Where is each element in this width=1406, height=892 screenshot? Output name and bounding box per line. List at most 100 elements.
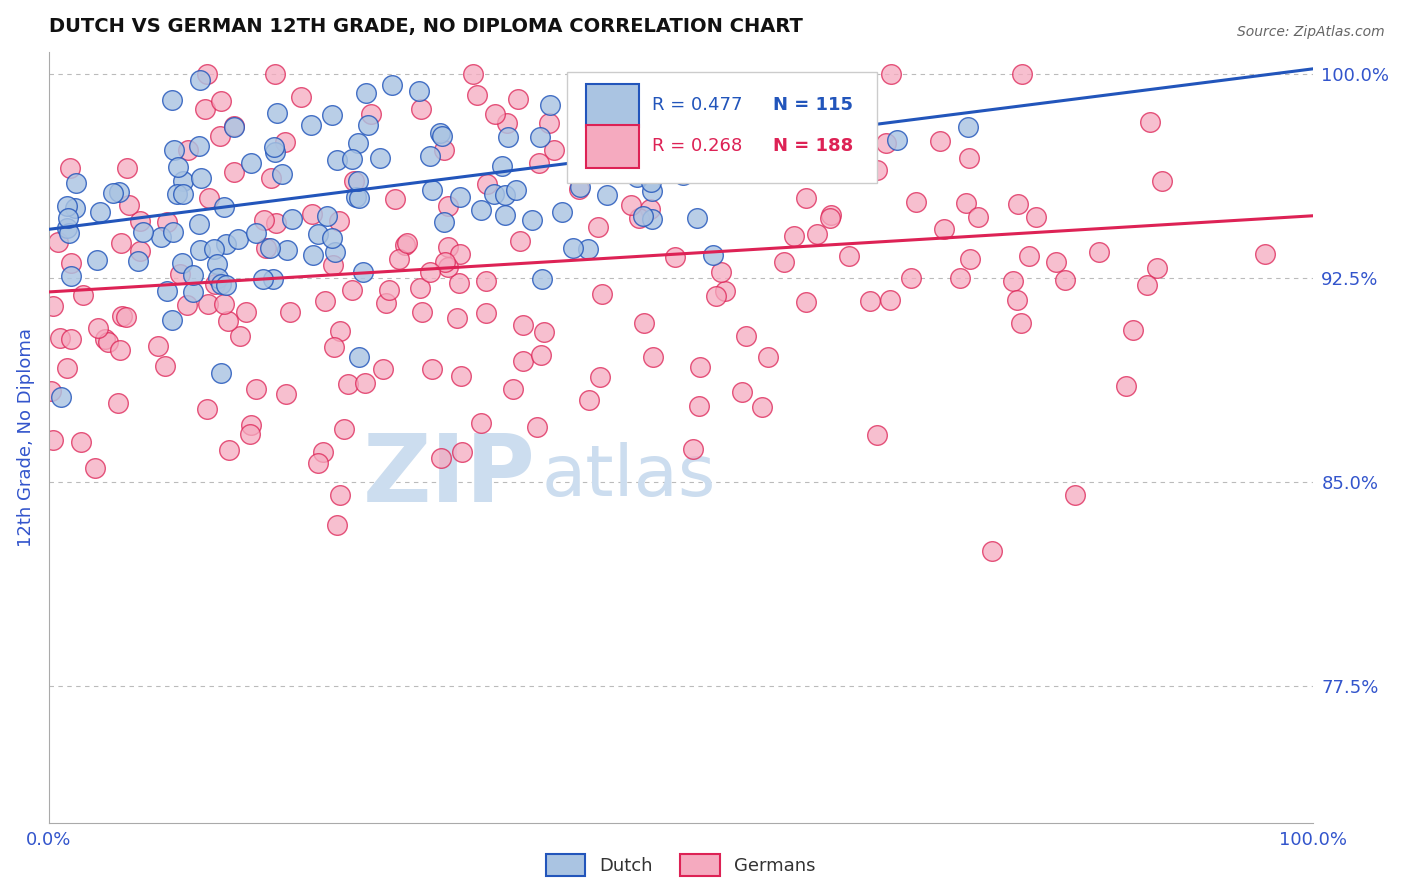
Point (626, 170, 648, 185)
Point (214, 200, 236, 214)
Point (436, 260, 458, 274)
Point (190, 243, 212, 257)
Point (875, 136, 897, 150)
Point (658, 95, 681, 110)
Point (756, 350, 779, 364)
Point (41, 299, 63, 313)
Point (160, 313, 183, 327)
Point (177, 143, 200, 157)
Point (491, 159, 513, 173)
Point (276, 387, 298, 401)
Point (1136, 277, 1159, 292)
Point (41, 433, 63, 447)
Point (537, 115, 560, 129)
Point (373, 362, 395, 376)
Point (981, 544, 1004, 558)
Point (60, 333, 83, 347)
Point (569, 95, 592, 110)
Point (146, 338, 169, 352)
Point (408, 84, 430, 98)
Point (474, 274, 496, 288)
Point (859, 293, 882, 308)
Point (1045, 254, 1067, 268)
Point (506, 92, 529, 106)
Point (530, 272, 553, 286)
Point (578, 242, 600, 256)
Point (176, 298, 198, 312)
Point (302, 248, 325, 262)
Point (685, 128, 707, 143)
Text: R = 0.477: R = 0.477 (652, 95, 742, 114)
Point (621, 133, 644, 147)
Point (700, 123, 723, 137)
Point (543, 143, 565, 157)
Point (702, 248, 724, 262)
Point (226, 232, 249, 246)
Point (529, 130, 551, 145)
Point (751, 400, 773, 414)
Point (512, 318, 534, 332)
Point (377, 283, 399, 297)
Point (356, 87, 378, 101)
Point (714, 285, 737, 299)
Point (470, 203, 492, 218)
Point (1054, 273, 1077, 287)
Point (129, 214, 152, 228)
Point (56, 220, 79, 235)
Point (162, 225, 184, 239)
Point (551, 205, 574, 219)
Point (46, 235, 69, 250)
Point (278, 305, 301, 319)
Point (505, 183, 527, 197)
Point (394, 237, 416, 252)
Point (266, 106, 288, 120)
Point (512, 353, 534, 368)
Point (55, 199, 77, 213)
Point (49, 331, 72, 345)
Point (301, 207, 323, 221)
Point (340, 284, 363, 298)
Point (326, 153, 349, 167)
Point (643, 350, 665, 364)
Point (49, 390, 72, 404)
Point (65, 202, 87, 216)
Point (1002, 274, 1025, 288)
Point (591, 286, 613, 301)
Point (640, 175, 662, 189)
Point (955, 196, 977, 211)
Point (395, 236, 418, 251)
Point (495, 209, 517, 223)
Point (666, 127, 689, 141)
Point (264, 216, 287, 230)
Point (370, 151, 392, 165)
Point (934, 222, 956, 236)
Point (1146, 261, 1168, 276)
Point (94, 332, 117, 346)
Point (957, 151, 980, 165)
Point (449, 247, 471, 261)
Text: Source: ZipAtlas.com: Source: ZipAtlas.com (1237, 25, 1385, 39)
Point (526, 420, 548, 434)
Y-axis label: 12th Grade, No Diploma: 12th Grade, No Diploma (17, 328, 35, 547)
Point (307, 456, 329, 470)
Legend: Dutch, Germans: Dutch, Germans (538, 847, 823, 883)
Point (688, 399, 710, 413)
Point (118, 197, 141, 211)
Point (1011, 67, 1033, 81)
Point (160, 93, 183, 107)
Point (209, 277, 232, 292)
Point (60, 256, 83, 270)
Point (190, 171, 212, 186)
Point (596, 188, 619, 202)
Point (1139, 115, 1161, 129)
Point (39, 384, 62, 399)
Point (214, 297, 236, 311)
Point (263, 139, 285, 153)
Point (172, 186, 194, 201)
Point (820, 211, 842, 226)
Point (329, 487, 352, 501)
Point (252, 272, 274, 286)
Text: ZIP: ZIP (363, 430, 536, 522)
Point (1150, 174, 1173, 188)
Point (617, 94, 640, 108)
